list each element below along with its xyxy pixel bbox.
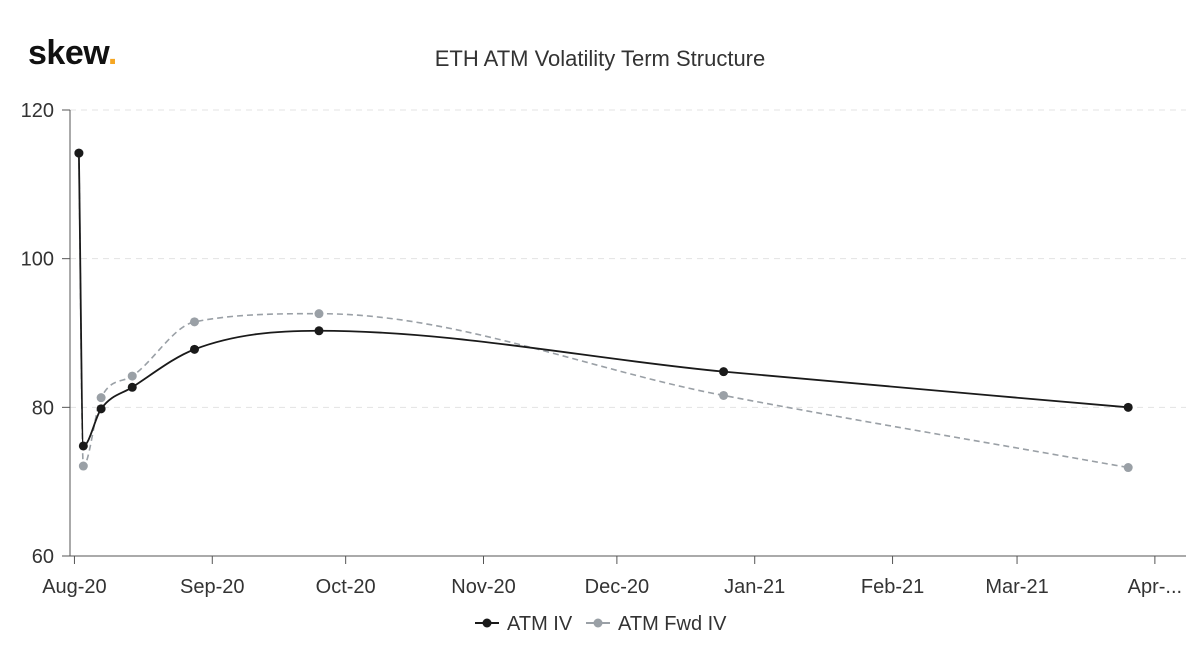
y-tick-label: 120	[21, 100, 54, 122]
logo-dot: .	[107, 34, 117, 72]
legend-label: ATM IV	[507, 613, 573, 635]
point-atm-iv[interactable]	[189, 344, 199, 354]
x-tick-label: Dec-20	[585, 576, 649, 598]
axes: 60 80 100 120 Aug-20 Sep-20 Oct-20 Nov-20 Dec-20…	[21, 100, 1186, 598]
x-tick-label: Jan-21	[724, 576, 785, 598]
x-tick-label: Oct-20	[316, 576, 376, 598]
point-atm-iv[interactable]	[1123, 402, 1133, 412]
point-atm-iv[interactable]	[314, 326, 324, 336]
point-atm-fwd-iv[interactable]	[719, 390, 729, 400]
x-tick-label: Nov-20	[451, 576, 515, 598]
chart-title: ETH ATM Volatility Term Structure	[435, 46, 766, 71]
skew-logo: skew.	[28, 36, 117, 70]
x-tick-label: Sep-20	[180, 576, 245, 598]
x-tick-label: Feb-21	[861, 576, 924, 598]
point-atm-fwd-iv[interactable]	[314, 309, 324, 319]
point-atm-fwd-iv[interactable]	[189, 317, 199, 327]
legend-swatch-marker	[593, 618, 603, 628]
y-tick-label: 60	[32, 546, 54, 568]
legend-item-atm-fwd-iv[interactable]: ATM Fwd IV	[586, 613, 727, 635]
point-atm-fwd-iv[interactable]	[96, 393, 106, 403]
legend-label: ATM Fwd IV	[618, 613, 727, 635]
point-atm-iv[interactable]	[719, 367, 729, 377]
x-tick-label: Aug-20	[42, 576, 107, 598]
point-atm-iv[interactable]	[127, 382, 137, 392]
point-atm-iv[interactable]	[74, 148, 84, 158]
series-lines	[77, 153, 1129, 469]
series-line-atm-iv	[77, 153, 1129, 447]
y-tick-label: 80	[32, 397, 54, 419]
x-tick-label: Apr-...	[1128, 576, 1182, 598]
point-atm-fwd-iv[interactable]	[78, 461, 88, 471]
legend-item-atm-iv[interactable]: ATM IV	[475, 613, 573, 635]
data-points	[74, 148, 1133, 473]
point-atm-iv[interactable]	[96, 404, 106, 414]
point-atm-fwd-iv[interactable]	[127, 371, 137, 381]
grid-lines	[70, 109, 1186, 408]
logo-text: skew	[28, 34, 108, 72]
legend[interactable]: ATM IV ATM Fwd IV	[475, 613, 727, 635]
legend-swatch-marker	[482, 618, 492, 628]
point-atm-fwd-iv[interactable]	[1123, 463, 1133, 473]
y-tick-label: 100	[21, 249, 54, 271]
point-atm-iv[interactable]	[78, 441, 88, 451]
x-tick-label: Mar-21	[985, 576, 1048, 598]
series-line-atm-fwd-iv	[78, 153, 1129, 469]
